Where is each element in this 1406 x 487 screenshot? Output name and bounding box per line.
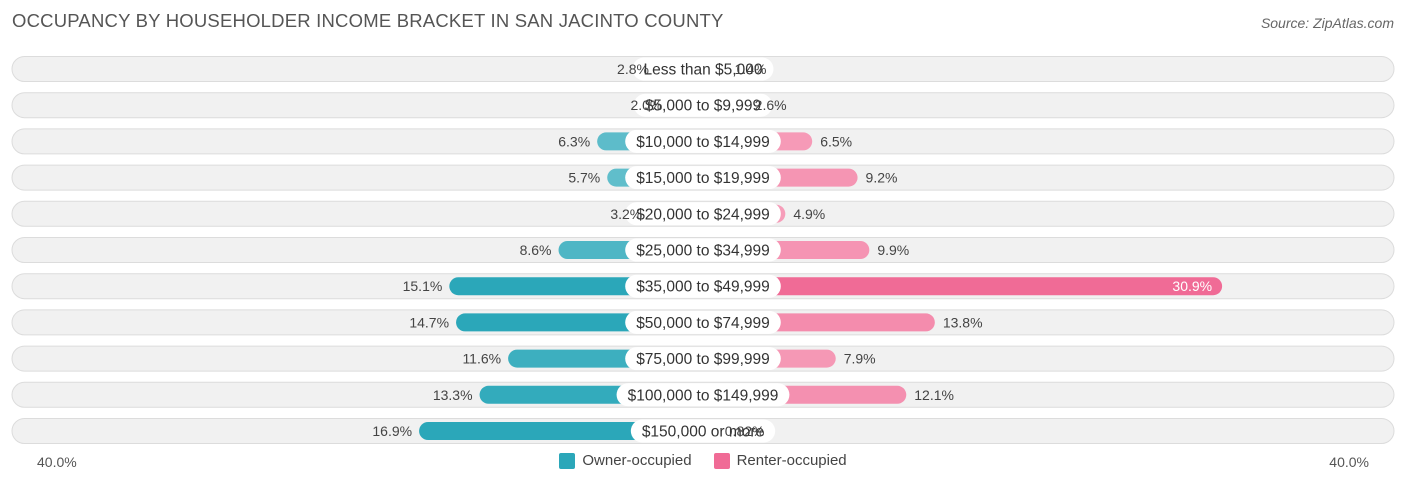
renter-value-label: 4.9% (793, 206, 825, 222)
renter-value-label: 2.6% (755, 97, 787, 113)
owner-value-label: 16.9% (372, 423, 412, 439)
legend-label-owner: Owner-occupied (582, 452, 692, 469)
owner-value-label: 14.7% (409, 314, 449, 330)
legend-swatch-renter (713, 452, 730, 469)
category-label-pill (625, 238, 781, 262)
category-label-pill (625, 129, 781, 153)
category-label-pill (625, 202, 781, 226)
category-label: $20,000 to $24,999 (636, 206, 770, 223)
category-label: $10,000 to $14,999 (636, 134, 770, 151)
renter-bar (703, 277, 1223, 296)
owner-value-label: 5.7% (568, 170, 600, 186)
owner-value-label: 3.2% (610, 206, 642, 222)
owner-value-label: 2.0% (630, 97, 662, 113)
category-label-pill (616, 383, 790, 407)
renter-value-label: 0.82% (725, 423, 765, 439)
axis-label-right: 40.0% (1329, 454, 1369, 470)
category-label: $150,000 or more (642, 424, 764, 441)
renter-value-label: 9.9% (877, 242, 909, 258)
source-label: Source: ZipAtlas.com (1260, 15, 1394, 31)
category-label: $75,000 to $99,999 (636, 351, 770, 368)
category-label: $35,000 to $49,999 (636, 279, 770, 296)
category-label: $15,000 to $19,999 (636, 170, 770, 187)
category-label-pill (625, 310, 781, 334)
category-label-pill (625, 166, 781, 190)
renter-value-label: 9.2% (866, 170, 898, 186)
renter-value-label: 1.4% (735, 61, 767, 77)
legend: Owner-occupied Renter-occupied (0, 452, 1406, 469)
category-label: $25,000 to $34,999 (636, 243, 770, 260)
owner-value-label: 8.6% (520, 242, 552, 258)
owner-value-label: 13.3% (433, 387, 473, 403)
category-label-pill (625, 274, 781, 298)
legend-label-renter: Renter-occupied (736, 452, 847, 469)
category-label: $5,000 to $9,999 (645, 98, 761, 115)
renter-value-label: 12.1% (914, 387, 954, 403)
category-label-pill (633, 93, 773, 117)
owner-value-label: 2.8% (617, 61, 649, 77)
category-label-pill (625, 347, 781, 371)
category-label-pill (632, 57, 774, 81)
legend-item-owner[interactable]: Owner-occupied (559, 452, 692, 469)
category-label: $100,000 to $149,999 (628, 387, 779, 404)
owner-value-label: 15.1% (403, 278, 443, 294)
category-label: $50,000 to $74,999 (636, 315, 770, 332)
category-label-pill (630, 419, 776, 443)
renter-value-label: 7.9% (844, 351, 876, 367)
owner-value-label: 11.6% (462, 351, 501, 367)
legend-swatch-owner (559, 452, 576, 469)
renter-value-label: 30.9% (1172, 278, 1212, 294)
category-label: Less than $5,000 (644, 62, 763, 79)
axis-label-left: 40.0% (37, 454, 77, 470)
renter-value-label: 13.8% (943, 314, 983, 330)
renter-value-label: 6.5% (820, 133, 852, 149)
owner-value-label: 6.3% (558, 133, 590, 149)
chart-title: OCCUPANCY BY HOUSEHOLDER INCOME BRACKET … (12, 10, 724, 31)
legend-item-renter[interactable]: Renter-occupied (713, 452, 847, 469)
